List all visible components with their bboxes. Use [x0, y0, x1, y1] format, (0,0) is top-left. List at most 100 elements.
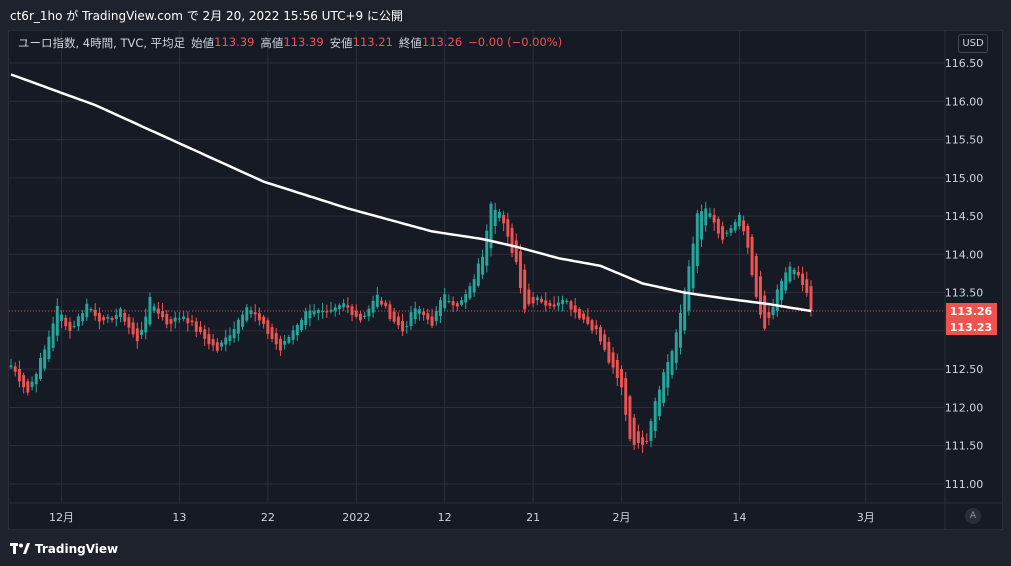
candle-body	[754, 255, 758, 297]
candle-body	[683, 290, 687, 331]
candle-body	[26, 381, 30, 393]
candle-body	[375, 294, 379, 307]
candle-body	[733, 221, 737, 231]
legend-close-value: 113.26	[421, 35, 463, 49]
x-tick-label: 12月	[49, 511, 74, 524]
auto-scale-button[interactable]: A	[965, 508, 981, 524]
legend-close-label: 終値	[398, 36, 422, 50]
candle-body	[279, 338, 282, 351]
time-axis: 12月 13 22 2022 12 21 2月 14 3月	[9, 502, 1003, 524]
candle-body	[304, 311, 308, 325]
candle-body	[140, 329, 143, 335]
candle-body	[780, 280, 783, 301]
candle-body	[152, 306, 156, 311]
candle-body	[679, 312, 682, 348]
candle-body	[333, 307, 337, 311]
ma-price-tag	[946, 319, 997, 336]
candle-body	[472, 279, 476, 293]
candle-body	[649, 421, 653, 442]
candle-body	[321, 311, 325, 313]
candle-body	[502, 214, 506, 224]
candle-body	[801, 273, 805, 285]
candle-body	[384, 302, 388, 307]
candle-body	[565, 300, 569, 302]
legend-low-label: 安値	[329, 36, 353, 50]
candle-body	[775, 289, 779, 312]
candle-body	[68, 321, 72, 331]
candle-body	[767, 312, 771, 318]
candle-body	[725, 232, 729, 234]
y-tick-label: 113.50	[945, 287, 984, 300]
candle-body	[274, 333, 278, 345]
legend-symbol: ユーロ指数, 4時間, TVC, 平均足	[18, 36, 186, 50]
candle-body	[359, 313, 362, 321]
candle-body	[485, 230, 489, 266]
candle-body	[708, 213, 712, 217]
candle-body	[401, 320, 405, 332]
candle-body	[380, 300, 383, 305]
candle-body	[270, 327, 274, 339]
candle-body	[540, 298, 543, 303]
candle-body	[22, 375, 26, 388]
currency-badge[interactable]: USD	[958, 34, 988, 53]
top-bar: ct6r_1ho が TradingView.com で 2月 20, 2022…	[0, 0, 1011, 30]
candle-body	[13, 366, 17, 372]
x-tick-label: 3月	[857, 511, 875, 524]
last-price-tag	[946, 303, 997, 320]
candle-body	[295, 324, 299, 336]
candle-body	[746, 225, 750, 248]
candle-body	[173, 317, 177, 322]
candle-body	[636, 431, 640, 444]
candle-body	[569, 301, 573, 310]
candle-body	[455, 303, 459, 307]
legend-open-label: 始値	[191, 36, 215, 50]
candle-body	[809, 286, 813, 312]
candle-body	[721, 226, 725, 240]
ma-price-tag-label: 113.23	[950, 321, 992, 334]
candle-body	[607, 342, 611, 363]
candle-body	[106, 317, 110, 319]
x-tick-label: 22	[261, 511, 275, 524]
moving-average	[10, 73, 812, 313]
candle-body	[119, 308, 122, 318]
candle-body	[396, 316, 400, 326]
candle-body	[249, 310, 253, 314]
candle-body	[350, 306, 354, 316]
candle-body	[245, 307, 249, 321]
candle-body	[670, 350, 674, 375]
candle-body	[97, 312, 101, 322]
candle-body	[784, 272, 788, 291]
candle-body	[409, 312, 413, 327]
candle-body	[662, 372, 666, 403]
candle-body	[55, 306, 59, 336]
y-tick-label: 116.00	[945, 95, 984, 108]
candle-body	[493, 209, 497, 226]
candle-body	[430, 316, 434, 326]
candle-body	[110, 317, 114, 321]
candle-body	[527, 289, 531, 305]
candle-body	[266, 320, 270, 335]
candle-body	[34, 373, 38, 385]
candle-body	[215, 342, 219, 351]
candle-body	[262, 316, 266, 324]
footer: TradingView	[10, 540, 118, 558]
candle-body	[241, 314, 245, 327]
price-axis: 111.00111.50112.00112.50113.00113.50114.…	[944, 31, 984, 530]
candle-body	[510, 227, 514, 253]
footer-brand: TradingView	[35, 542, 119, 556]
candle-body	[76, 316, 80, 327]
chart-panel[interactable]	[8, 30, 1003, 530]
x-tick-label: 14	[732, 511, 746, 524]
candle-body	[287, 336, 291, 343]
candle-body	[632, 417, 636, 445]
candle-body	[417, 309, 421, 314]
x-tick-label: 12	[438, 511, 452, 524]
candle-body	[687, 266, 691, 311]
candle-body	[481, 256, 485, 275]
candle-body	[300, 319, 303, 331]
candle-body	[695, 213, 699, 266]
candle-body	[207, 334, 211, 345]
candle-body	[556, 302, 560, 306]
candle-body	[102, 317, 106, 321]
